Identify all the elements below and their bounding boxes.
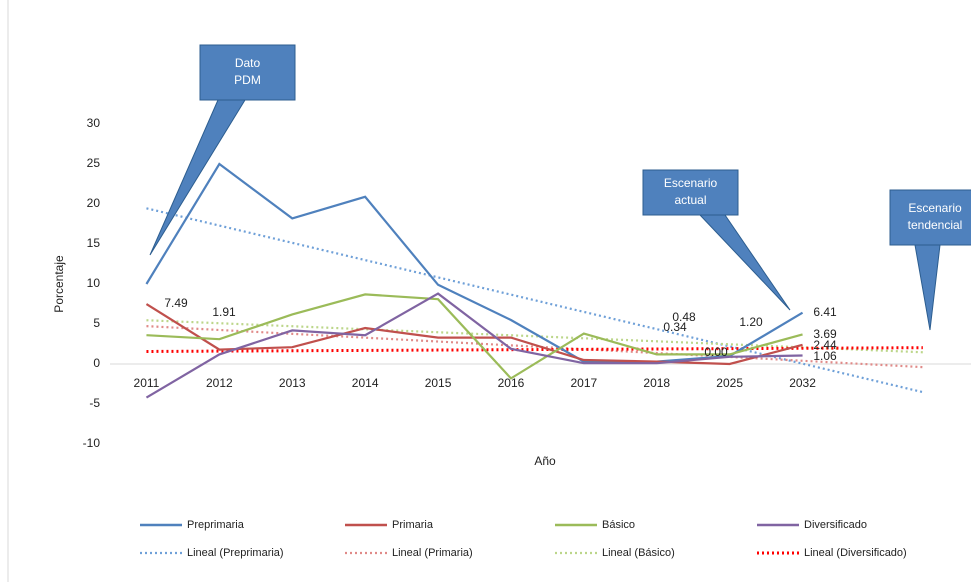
- legend-label: Lineal (Básico): [602, 547, 675, 559]
- series-line: [145, 292, 803, 399]
- x-tick-label: 2011: [134, 376, 160, 390]
- data-label: 6.41: [813, 305, 837, 319]
- x-tick-label: 2015: [425, 376, 452, 390]
- data-label: 2.44: [813, 338, 837, 352]
- y-tick-label: 10: [87, 276, 101, 290]
- data-label: 3.69: [813, 327, 837, 341]
- data-label: 0.48: [672, 310, 696, 324]
- y-axis-title: Porcentaje: [52, 255, 66, 313]
- y-tick-label: 5: [93, 316, 100, 330]
- y-tick-label: 15: [87, 236, 101, 250]
- x-tick-label: 2018: [643, 376, 670, 390]
- x-tick-label: 2025: [716, 376, 743, 390]
- legend-label: Básico: [602, 519, 635, 531]
- legend-label: Primaria: [392, 519, 434, 531]
- series-line: [145, 162, 804, 363]
- callout-tail: [698, 214, 791, 311]
- x-tick-label: 2017: [570, 376, 597, 390]
- callout-text: Escenario actual: [664, 176, 718, 207]
- y-tick-label: 0: [93, 356, 100, 370]
- x-tick-label: 2012: [206, 376, 233, 390]
- legend-label: Lineal (Diversificado): [804, 547, 907, 559]
- data-label: 1.91: [212, 305, 236, 319]
- data-label: 0.34: [663, 320, 687, 334]
- y-tick-label: -10: [83, 436, 101, 450]
- x-tick-label: 2016: [498, 376, 525, 390]
- x-axis-title: Año: [534, 454, 556, 468]
- y-tick-label: 25: [87, 156, 101, 170]
- callout-box: [199, 44, 296, 101]
- legend-label: Lineal (Preprimaria): [187, 547, 284, 559]
- legend-label: Lineal (Primaria): [392, 547, 473, 559]
- legend-label: Diversificado: [804, 519, 867, 531]
- legend-label: Preprimaria: [187, 519, 245, 531]
- callout-box: [889, 189, 971, 246]
- data-label: 1.06: [813, 349, 837, 363]
- callout-tail: [149, 99, 246, 256]
- data-label: 7.49: [164, 296, 188, 310]
- series-line: [146, 293, 803, 380]
- x-tick-label: 2032: [789, 376, 816, 390]
- y-tick-label: 20: [87, 196, 101, 210]
- callout-box: [642, 169, 739, 216]
- x-tick-label: 2013: [279, 376, 306, 390]
- y-tick-label: 30: [87, 116, 101, 130]
- data-label: 1.20: [739, 315, 763, 329]
- x-tick-label: 2014: [352, 376, 379, 390]
- data-label: 0.00: [704, 345, 728, 359]
- callout-tail: [914, 244, 941, 331]
- callout-text: Dato PDM: [234, 56, 261, 87]
- y-tick-label: -5: [89, 396, 100, 410]
- callout-text: Escenario tendencial: [908, 201, 963, 232]
